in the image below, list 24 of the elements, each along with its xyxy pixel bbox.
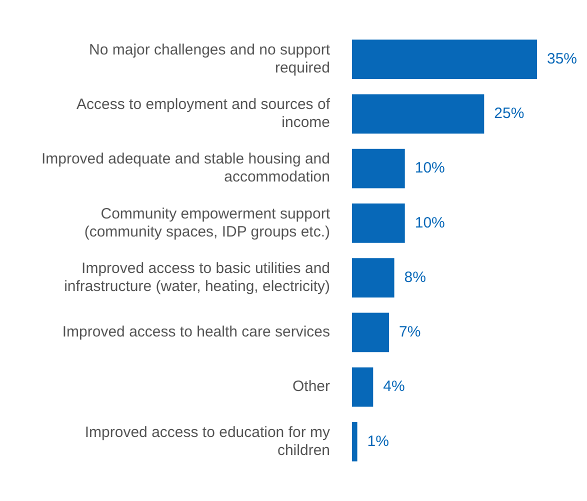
bar [352,204,405,243]
bar [352,422,358,462]
y-tick-label: Improved access to education for my children [84,424,330,459]
data-label: 35% [547,50,578,68]
y-tick-label: Community empowerment support (community spaces, IDP groups etc.) [84,205,331,240]
data-label: 10% [414,214,445,232]
data-label: 10% [414,160,445,177]
bar [352,312,389,352]
data-label: 1% [367,432,389,450]
bar [352,40,537,79]
bar [352,148,405,188]
data-label: 4% [383,378,405,396]
y-tick-label: Improved access to basic utilities and infrastructure (water, heating, electricity) [64,260,330,295]
bar [352,94,484,134]
y-tick-label: Other [292,378,330,396]
y-tick-label: Improved adequate and stable housing and accommodation [41,150,330,186]
data-label: 7% [399,324,421,341]
bar [352,367,374,407]
data-label: 25% [494,105,524,122]
data-label: 8% [404,268,426,286]
bar [352,258,394,298]
y-tick-label: Improved access to health care services [62,324,330,341]
y-tick-label: Access to employment and sources of income [76,96,331,132]
y-tick-label: No major challenges and no support required [89,41,331,76]
